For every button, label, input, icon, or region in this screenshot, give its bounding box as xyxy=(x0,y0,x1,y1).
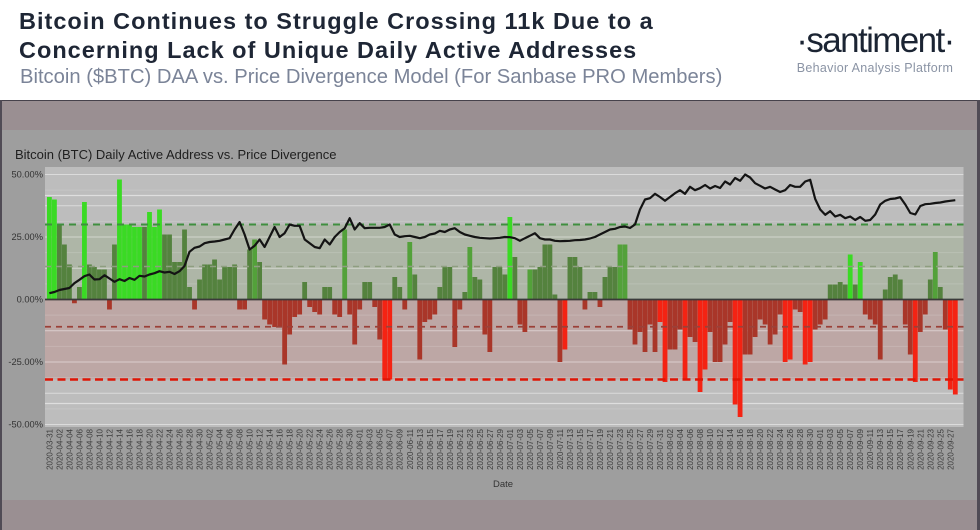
svg-text:2020-08-14: 2020-08-14 xyxy=(726,428,735,469)
svg-text:2020-06-19: 2020-06-19 xyxy=(446,428,455,469)
svg-text:2020-04-06: 2020-04-06 xyxy=(75,428,84,469)
svg-text:2020-06-21: 2020-06-21 xyxy=(456,428,465,469)
svg-text:2020-08-02: 2020-08-02 xyxy=(666,428,675,469)
svg-text:2020-09-07: 2020-09-07 xyxy=(846,428,855,469)
svg-text:2020-04-22: 2020-04-22 xyxy=(156,428,165,469)
svg-text:2020-06-05: 2020-06-05 xyxy=(376,428,385,469)
svg-text:2020-09-05: 2020-09-05 xyxy=(836,428,845,469)
svg-text:2020-07-03: 2020-07-03 xyxy=(516,428,525,469)
svg-text:2020-04-08: 2020-04-08 xyxy=(85,428,94,469)
svg-text:2020-06-25: 2020-06-25 xyxy=(476,428,485,469)
svg-text:2020-04-20: 2020-04-20 xyxy=(146,428,155,469)
svg-text:2020-09-09: 2020-09-09 xyxy=(856,428,865,469)
svg-text:2020-04-04: 2020-04-04 xyxy=(65,428,74,469)
svg-text:2020-08-10: 2020-08-10 xyxy=(706,428,715,469)
svg-text:2020-08-22: 2020-08-22 xyxy=(766,428,775,469)
svg-text:2020-09-23: 2020-09-23 xyxy=(926,428,935,469)
svg-text:2020-09-21: 2020-09-21 xyxy=(916,428,925,469)
svg-text:2020-07-23: 2020-07-23 xyxy=(616,428,625,469)
svg-text:2020-06-23: 2020-06-23 xyxy=(466,428,475,469)
svg-text:2020-04-12: 2020-04-12 xyxy=(106,428,115,469)
svg-text:2020-04-14: 2020-04-14 xyxy=(116,428,125,469)
svg-text:2020-05-20: 2020-05-20 xyxy=(296,428,305,469)
svg-text:2020-05-04: 2020-05-04 xyxy=(216,428,225,469)
svg-text:2020-04-24: 2020-04-24 xyxy=(166,428,175,469)
svg-text:2020-04-10: 2020-04-10 xyxy=(95,428,104,469)
svg-text:2020-08-24: 2020-08-24 xyxy=(776,428,785,469)
svg-text:2020-08-18: 2020-08-18 xyxy=(746,428,755,469)
svg-text:2020-06-09: 2020-06-09 xyxy=(396,428,405,469)
svg-text:2020-03-31: 2020-03-31 xyxy=(45,428,54,469)
svg-text:-50.00%: -50.00% xyxy=(8,420,43,430)
svg-text:2020-05-14: 2020-05-14 xyxy=(266,428,275,469)
svg-text:2020-07-27: 2020-07-27 xyxy=(636,428,645,469)
svg-text:2020-05-02: 2020-05-02 xyxy=(206,428,215,469)
svg-text:2020-04-28: 2020-04-28 xyxy=(186,428,195,469)
svg-text:2020-04-16: 2020-04-16 xyxy=(126,428,135,469)
svg-text:2020-05-30: 2020-05-30 xyxy=(346,428,355,469)
svg-text:2020-08-12: 2020-08-12 xyxy=(716,428,725,469)
svg-text:2020-05-18: 2020-05-18 xyxy=(286,428,295,469)
svg-text:2020-04-26: 2020-04-26 xyxy=(176,428,185,469)
svg-text:2020-08-28: 2020-08-28 xyxy=(796,428,805,469)
svg-text:2020-06-11: 2020-06-11 xyxy=(406,428,415,469)
svg-text:2020-09-01: 2020-09-01 xyxy=(816,428,825,469)
svg-text:2020-06-07: 2020-06-07 xyxy=(386,428,395,469)
svg-text:2020-05-08: 2020-05-08 xyxy=(236,428,245,469)
svg-text:2020-04-18: 2020-04-18 xyxy=(136,428,145,469)
svg-text:2020-08-08: 2020-08-08 xyxy=(696,428,705,469)
svg-text:2020-07-09: 2020-07-09 xyxy=(546,428,555,469)
svg-text:2020-07-11: 2020-07-11 xyxy=(556,428,565,469)
svg-text:2020-06-01: 2020-06-01 xyxy=(356,428,365,469)
svg-text:2020-05-06: 2020-05-06 xyxy=(226,428,235,469)
svg-text:2020-08-20: 2020-08-20 xyxy=(756,428,765,469)
svg-text:2020-05-24: 2020-05-24 xyxy=(316,428,325,469)
svg-text:2020-09-11: 2020-09-11 xyxy=(866,428,875,469)
svg-text:2020-07-17: 2020-07-17 xyxy=(586,428,595,469)
svg-text:2020-07-07: 2020-07-07 xyxy=(536,428,545,469)
svg-text:2020-08-26: 2020-08-26 xyxy=(786,428,795,469)
svg-text:2020-07-15: 2020-07-15 xyxy=(576,428,585,469)
svg-text:2020-05-10: 2020-05-10 xyxy=(246,428,255,469)
svg-text:2020-08-04: 2020-08-04 xyxy=(676,428,685,469)
svg-text:2020-07-21: 2020-07-21 xyxy=(606,428,615,469)
svg-text:2020-08-16: 2020-08-16 xyxy=(736,428,745,469)
svg-text:2020-08-06: 2020-08-06 xyxy=(686,428,695,469)
svg-text:2020-07-29: 2020-07-29 xyxy=(646,428,655,469)
svg-text:2020-06-29: 2020-06-29 xyxy=(496,428,505,469)
svg-text:2020-06-03: 2020-06-03 xyxy=(366,428,375,469)
svg-text:2020-05-16: 2020-05-16 xyxy=(276,428,285,469)
svg-text:2020-09-17: 2020-09-17 xyxy=(896,428,905,469)
svg-text:2020-06-13: 2020-06-13 xyxy=(416,428,425,469)
svg-text:2020-09-03: 2020-09-03 xyxy=(826,428,835,469)
svg-text:2020-07-25: 2020-07-25 xyxy=(626,428,635,469)
svg-text:0.00%: 0.00% xyxy=(17,295,43,305)
svg-text:-25.00%: -25.00% xyxy=(8,357,43,367)
svg-text:2020-06-15: 2020-06-15 xyxy=(426,428,435,469)
svg-text:2020-07-05: 2020-07-05 xyxy=(526,428,535,469)
svg-text:2020-07-31: 2020-07-31 xyxy=(656,428,665,469)
svg-text:2020-05-28: 2020-05-28 xyxy=(336,428,345,469)
svg-text:25.00%: 25.00% xyxy=(11,232,43,242)
svg-text:2020-09-27: 2020-09-27 xyxy=(946,428,955,469)
svg-text:2020-04-30: 2020-04-30 xyxy=(196,428,205,469)
svg-text:2020-07-13: 2020-07-13 xyxy=(566,428,575,469)
svg-text:Bitcoin (BTC) Daily Active Add: Bitcoin (BTC) Daily Active Address vs. P… xyxy=(15,147,337,162)
svg-text:2020-05-26: 2020-05-26 xyxy=(326,428,335,469)
svg-text:2020-07-19: 2020-07-19 xyxy=(596,428,605,469)
svg-text:2020-04-02: 2020-04-02 xyxy=(55,428,64,469)
svg-text:2020-07-01: 2020-07-01 xyxy=(506,428,515,469)
svg-text:2020-06-17: 2020-06-17 xyxy=(436,428,445,469)
svg-text:2020-05-12: 2020-05-12 xyxy=(256,428,265,469)
svg-text:Date: Date xyxy=(493,479,513,490)
svg-text:2020-09-13: 2020-09-13 xyxy=(876,428,885,469)
svg-text:2020-06-27: 2020-06-27 xyxy=(486,428,495,469)
svg-text:50.00%: 50.00% xyxy=(11,170,43,180)
svg-text:2020-09-15: 2020-09-15 xyxy=(886,428,895,469)
svg-text:2020-05-22: 2020-05-22 xyxy=(306,428,315,469)
svg-text:2020-09-19: 2020-09-19 xyxy=(906,428,915,469)
svg-text:2020-08-30: 2020-08-30 xyxy=(806,428,815,469)
svg-text:2020-09-25: 2020-09-25 xyxy=(936,428,945,469)
